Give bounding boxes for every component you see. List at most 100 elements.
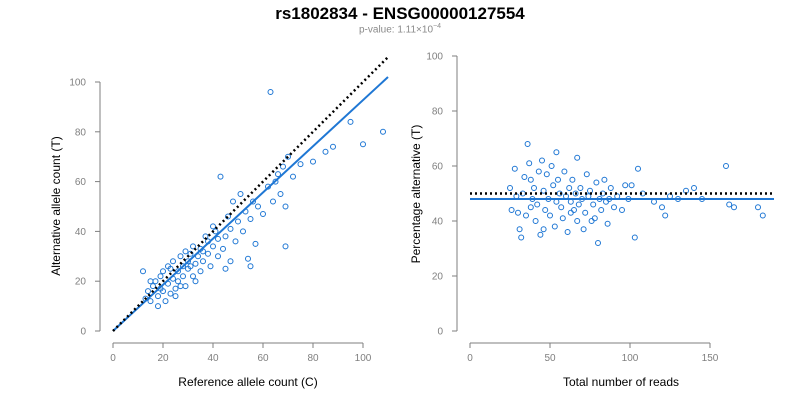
right-data-point — [574, 218, 581, 224]
right-data-point — [553, 149, 560, 156]
left-data-point — [227, 258, 234, 265]
left-data-point — [155, 303, 161, 310]
right-data-point — [547, 212, 553, 219]
right-data-point — [518, 234, 525, 241]
right-data-point — [591, 215, 598, 222]
left-data-point — [282, 243, 289, 250]
right-data-point — [532, 218, 539, 224]
right-data-point — [731, 204, 737, 211]
right-data-point — [571, 207, 577, 213]
right-data-point — [548, 163, 555, 169]
right-data-point — [598, 207, 605, 213]
left-data-point — [232, 238, 239, 245]
left-data-point — [177, 253, 184, 260]
right-data-point — [555, 176, 561, 183]
right-data-point — [583, 171, 590, 178]
left-data-point — [182, 283, 189, 290]
left-x-tick-label: 0 — [110, 353, 116, 364]
right-x-axis-title: Total number of reads — [563, 375, 679, 389]
left-data-point — [147, 298, 154, 305]
left-data-point — [175, 278, 181, 285]
right-y-tick-label: 0 — [437, 327, 443, 338]
right-data-point — [535, 168, 542, 175]
left-data-point — [222, 265, 229, 272]
right-y-tick-label: 100 — [426, 52, 443, 63]
right-data-point — [540, 187, 547, 194]
right-data-point — [561, 168, 568, 175]
left-x-axis-title: Reference allele count (C) — [178, 375, 317, 389]
left-data-point — [255, 203, 261, 210]
left-y-tick-label: 60 — [75, 177, 87, 188]
right-data-point — [595, 240, 601, 246]
left-fit-line — [112, 76, 389, 332]
left-data-point — [247, 215, 254, 222]
left-data-point — [147, 278, 154, 285]
right-y-tick-label: 40 — [432, 217, 444, 228]
left-data-point — [215, 253, 221, 260]
right-data-point — [564, 229, 571, 235]
right-x-tick-label: 100 — [622, 353, 639, 364]
right-data-point — [574, 154, 581, 161]
left-y-tick-label: 80 — [75, 127, 87, 138]
left-data-point — [215, 235, 221, 242]
left-data-point — [152, 278, 159, 285]
left-data-point — [247, 263, 254, 270]
right-data-point — [593, 179, 600, 186]
right-data-point — [572, 190, 579, 197]
right-data-point — [582, 209, 589, 216]
right-y-tick-label: 80 — [432, 107, 444, 118]
left-data-point — [285, 153, 291, 160]
left-data-point — [330, 143, 336, 150]
right-data-point — [619, 207, 625, 213]
left-x-tick-label: 100 — [355, 353, 372, 364]
left-data-point — [160, 268, 166, 275]
pvalue-exponent: −4 — [433, 23, 442, 30]
left-data-point — [155, 293, 161, 300]
right-data-point — [726, 201, 733, 208]
right-data-point — [607, 185, 614, 191]
right-data-point — [551, 223, 558, 230]
right-data-point — [611, 204, 617, 211]
left-data-point — [310, 158, 316, 165]
right-data-point — [723, 163, 729, 169]
left-data-point — [347, 118, 354, 125]
left-data-point — [145, 288, 151, 295]
right-data-point — [524, 141, 531, 147]
left-data-point — [190, 243, 196, 250]
right-x-tick-label: 0 — [467, 353, 473, 364]
left-data-point — [207, 263, 214, 270]
left-data-point — [217, 173, 224, 180]
left-data-point — [187, 250, 194, 257]
left-data-point — [162, 298, 169, 305]
pvalue-subtitle: p-value: 1.11×10−4 — [0, 23, 800, 35]
left-data-point — [240, 228, 246, 235]
right-data-point — [537, 231, 544, 238]
left-y-tick-label: 100 — [69, 78, 86, 89]
right-data-point — [558, 204, 565, 211]
left-data-point — [225, 213, 231, 220]
left-data-point — [322, 148, 329, 155]
left-reference-line — [112, 56, 389, 332]
left-data-point — [277, 191, 284, 198]
left-y-tick-label: 20 — [75, 277, 87, 288]
left-data-point — [270, 198, 276, 205]
left-data-point — [167, 265, 174, 272]
right-data-point — [508, 207, 515, 213]
right-data-point — [628, 182, 635, 189]
left-data-point — [175, 268, 181, 275]
left-data-point — [222, 233, 229, 240]
right-data-point — [511, 165, 518, 172]
right-y-tick-label: 60 — [432, 162, 444, 173]
left-data-point — [252, 240, 259, 247]
right-data-point — [569, 176, 576, 183]
left-data-point — [237, 191, 244, 198]
left-data-point — [280, 163, 286, 170]
right-data-point — [526, 160, 533, 167]
right-data-point — [521, 174, 528, 180]
left-data-point — [290, 173, 296, 180]
right-data-point — [577, 185, 584, 191]
left-data-point — [360, 141, 366, 148]
left-data-point — [185, 258, 191, 265]
left-data-point — [140, 268, 146, 275]
left-data-point — [180, 263, 186, 270]
